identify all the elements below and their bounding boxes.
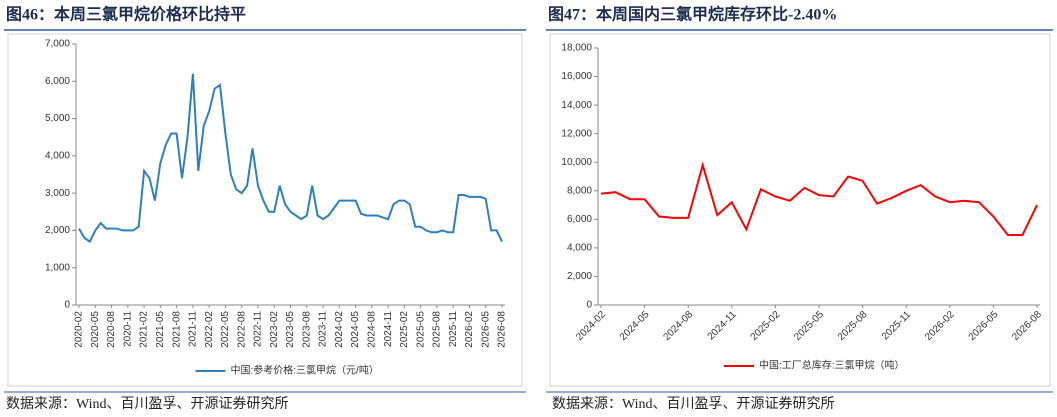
x-tick-label: 2021-02 bbox=[139, 311, 150, 348]
x-tick-label: 2025-08 bbox=[836, 309, 870, 343]
x-tick-label: 2022-05 bbox=[220, 311, 231, 348]
y-tick-label: 6,000 bbox=[567, 214, 592, 225]
chart-frame bbox=[549, 33, 1051, 387]
y-tick-label: 14,000 bbox=[561, 100, 592, 111]
data-line bbox=[600, 161, 1038, 236]
y-tick-label: 16,000 bbox=[561, 71, 592, 82]
x-tick-label: 2020-08 bbox=[106, 311, 117, 348]
x-tick-label: 2022-11 bbox=[253, 311, 264, 347]
x-tick-label: 2023-08 bbox=[301, 311, 312, 348]
chart-title: 图47：本周国内三氯甲烷库存环比-2.40% bbox=[548, 5, 837, 24]
x-tick-label: 2024-02 bbox=[574, 309, 608, 343]
x-tick-label: 2025-11 bbox=[448, 311, 459, 347]
x-tick-label: 2025-05 bbox=[792, 309, 826, 343]
x-tick-label: 2024-05 bbox=[350, 311, 361, 348]
x-tick-label: 2025-05 bbox=[415, 311, 426, 348]
y-tick-label: 3,000 bbox=[45, 188, 70, 199]
x-tick-label: 2021-05 bbox=[155, 311, 166, 348]
y-tick-label: 8,000 bbox=[567, 185, 592, 196]
x-tick-label: 2020-05 bbox=[90, 311, 101, 348]
y-tick-label: 2,000 bbox=[567, 271, 592, 282]
x-tick-label: 2026-05 bbox=[967, 309, 1001, 343]
y-tick-label: 6,000 bbox=[45, 76, 70, 87]
x-tick-label: 2025-02 bbox=[749, 309, 783, 343]
x-tick-label: 2026-05 bbox=[480, 311, 491, 348]
chart-frame bbox=[7, 33, 523, 387]
y-tick-label: 4,000 bbox=[567, 243, 592, 254]
x-tick-label: 2021-11 bbox=[188, 311, 199, 347]
x-tick-label: 2023-11 bbox=[318, 311, 329, 347]
x-tick-label: 2024-08 bbox=[661, 309, 695, 343]
chart-title: 图46：本周三氯甲烷价格环比持平 bbox=[6, 5, 246, 24]
legend-label: 中国:工厂总库存:三氯甲烷（吨） bbox=[759, 359, 905, 372]
source-note: 数据来源：Wind、百川盈孚、开源证券研究所 bbox=[6, 396, 289, 412]
y-tick-label: 12,000 bbox=[561, 128, 592, 139]
x-tick-label: 2024-02 bbox=[334, 311, 345, 348]
x-tick-label: 2020-02 bbox=[74, 311, 85, 348]
x-tick-label: 2026-02 bbox=[464, 311, 475, 348]
legend-label: 中国:参考价格:三氯甲烷（元/吨） bbox=[231, 364, 379, 377]
x-tick-label: 2026-02 bbox=[923, 309, 957, 343]
x-tick-label: 2023-05 bbox=[285, 311, 296, 348]
x-tick-label: 2023-02 bbox=[269, 311, 280, 348]
y-tick-label: 18,000 bbox=[561, 43, 592, 54]
y-tick-label: 0 bbox=[64, 300, 70, 311]
y-tick-label: 7,000 bbox=[45, 39, 70, 50]
x-tick-label: 2020-11 bbox=[122, 311, 133, 347]
x-tick-label: 2024-11 bbox=[383, 311, 394, 347]
x-tick-label: 2024-08 bbox=[366, 311, 377, 348]
x-tick-label: 2026-08 bbox=[1010, 309, 1044, 343]
x-tick-label: 2024-11 bbox=[706, 309, 740, 343]
x-tick-label: 2022-08 bbox=[236, 311, 247, 348]
x-tick-label: 2021-08 bbox=[171, 311, 182, 348]
y-tick-label: 2,000 bbox=[45, 225, 70, 236]
source-note: 数据来源：Wind、百川盈孚、开源证券研究所 bbox=[552, 396, 835, 412]
y-tick-label: 0 bbox=[586, 300, 592, 311]
x-tick-label: 2025-02 bbox=[399, 311, 410, 348]
x-tick-label: 2022-02 bbox=[204, 311, 215, 348]
y-tick-label: 5,000 bbox=[45, 113, 70, 124]
x-tick-label: 2025-08 bbox=[432, 311, 443, 348]
y-tick-label: 1,000 bbox=[45, 262, 70, 273]
x-tick-label: 2026-08 bbox=[497, 311, 508, 348]
y-tick-label: 10,000 bbox=[561, 157, 592, 168]
y-tick-label: 4,000 bbox=[45, 150, 70, 161]
data-line bbox=[78, 73, 503, 244]
x-tick-label: 2024-05 bbox=[618, 309, 652, 343]
x-tick-label: 2025-11 bbox=[880, 309, 914, 343]
